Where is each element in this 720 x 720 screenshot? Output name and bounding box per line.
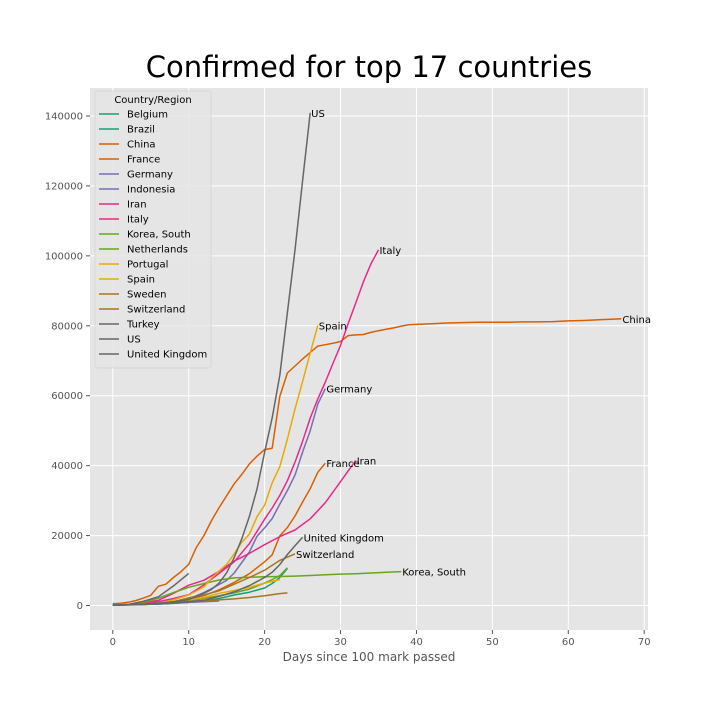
series-line-italy (112, 249, 380, 606)
legend-entry-belgium: Belgium (127, 110, 168, 121)
end-label-spain: Spain (319, 321, 347, 332)
legend-entry-united-kingdom: United Kingdom (127, 350, 207, 361)
y-tick-label: 80000 (51, 321, 83, 332)
series-line-united-kingdom (112, 536, 304, 606)
end-label-iran: Iran (357, 456, 377, 467)
end-label-france: France (326, 459, 359, 470)
chart-title: Confirmed for top 17 countries (145, 50, 593, 84)
end-label-italy: Italy (379, 246, 401, 257)
y-tick-label: 40000 (51, 461, 83, 472)
y-tick-label: 60000 (51, 391, 83, 402)
x-axis: 0 10 20 30 40 50 60 70 (110, 630, 651, 648)
x-tick-label: 40 (410, 637, 423, 648)
legend-box (94, 90, 212, 369)
end-label-china: China (622, 315, 651, 326)
legend-entry-france: France (127, 155, 160, 166)
y-tick-label: 0 (77, 601, 83, 612)
series-line-china (112, 318, 622, 605)
end-label-switzerland: Switzerland (296, 550, 354, 561)
y-axis: 0 20000 40000 60000 80000 100000 120000 140000 (45, 111, 90, 612)
legend-entry-spain: Spain (127, 275, 155, 286)
end-label-united-kingdom: United Kingdom (304, 533, 384, 544)
legend-entry-switzerland: Switzerland (127, 305, 185, 316)
x-tick-label: 20 (258, 637, 271, 648)
legend-entry-korea-south: Korea, South (127, 230, 191, 241)
y-tick-label: 20000 (51, 531, 83, 542)
legend-entry-brazil: Brazil (127, 125, 155, 136)
legend-entry-netherlands: Netherlands (127, 245, 188, 256)
end-label-germany: Germany (326, 385, 372, 396)
y-tick-label: 140000 (45, 111, 83, 122)
end-label-korea-south: Korea, South (402, 568, 466, 579)
legend-entry-iran: Iran (127, 200, 147, 211)
legend-entry-china: China (127, 140, 156, 151)
legend-entry-italy: Italy (127, 215, 149, 226)
x-axis-label: Days since 100 mark passed (283, 650, 456, 664)
x-tick-label: 30 (334, 637, 347, 648)
series-lines (112, 112, 622, 606)
grid-lines (90, 88, 648, 630)
y-tick-label: 100000 (45, 251, 83, 262)
x-tick-label: 10 (182, 637, 195, 648)
legend-entry-us: US (127, 335, 141, 346)
legend: Country/Region Belgium Brazil China France Ge… (94, 90, 212, 369)
y-tick-label: 120000 (45, 181, 83, 192)
series-line-korea-south (112, 570, 402, 606)
x-tick-label: 70 (638, 637, 651, 648)
end-label-us: US (311, 109, 325, 120)
x-tick-label: 50 (486, 637, 499, 648)
x-tick-label: 60 (562, 637, 575, 648)
legend-entry-portugal: Portugal (127, 260, 168, 271)
legend-entry-turkey: Turkey (126, 320, 160, 331)
x-tick-label: 0 (110, 637, 116, 648)
legend-entry-germany: Germany (127, 170, 173, 181)
legend-entry-sweden: Sweden (127, 290, 167, 301)
legend-title: Country/Region (114, 95, 191, 106)
legend-entry-indonesia: Indonesia (127, 185, 175, 196)
series-end-labels: China France Germany Iran Italy Korea, South S… (296, 109, 651, 579)
